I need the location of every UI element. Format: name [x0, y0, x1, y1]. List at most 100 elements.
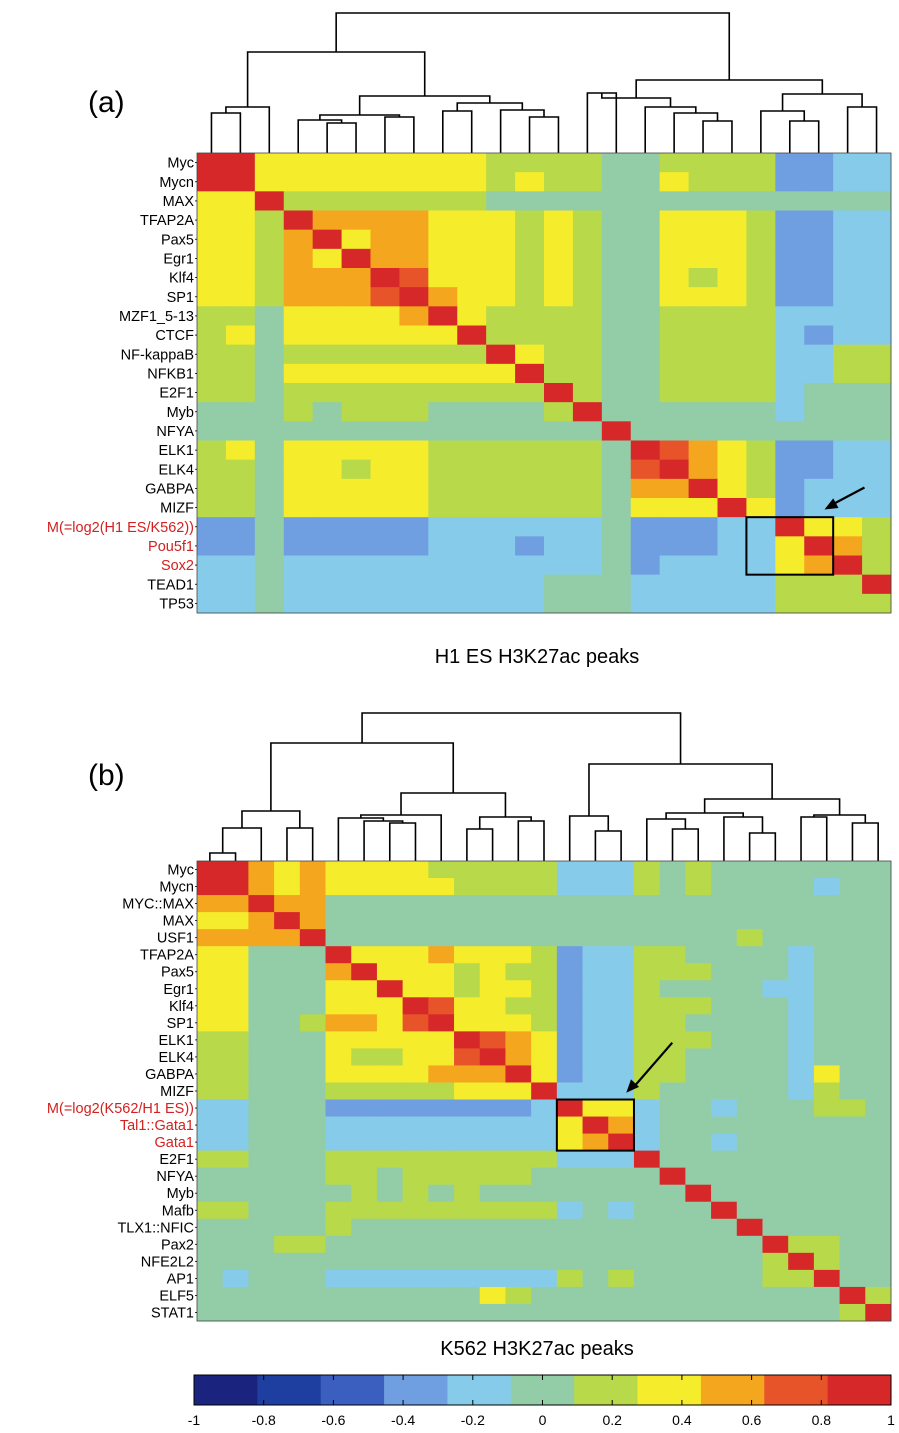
heatmap-cell — [762, 1065, 789, 1083]
heatmap-cell — [556, 1014, 583, 1032]
heatmap-cell — [399, 268, 429, 288]
heatmap-cell — [402, 1269, 429, 1288]
panel-b-caption: K562 H3K27ac peaks — [440, 1338, 633, 1360]
heatmap-cell — [515, 344, 545, 365]
heatmap-cell — [428, 1252, 455, 1271]
heatmap-cell — [717, 306, 747, 326]
heatmap-cell — [862, 172, 892, 192]
heatmap-cell — [254, 478, 285, 499]
heatmap-cell — [556, 963, 583, 981]
heatmap-cell — [582, 1269, 609, 1288]
heatmap-cell — [788, 1167, 815, 1186]
heatmap-cell — [341, 555, 371, 576]
heatmap-cell — [454, 1065, 481, 1083]
heatmap-cell — [813, 946, 840, 964]
heatmap-cell — [865, 1252, 892, 1271]
row-label: Myb — [167, 405, 194, 421]
heatmap-cell — [312, 498, 342, 518]
heatmap-cell — [659, 1167, 686, 1186]
heatmap-cell — [813, 963, 840, 981]
heatmap-cell — [572, 440, 603, 461]
heatmap-cell — [479, 929, 506, 947]
heatmap-cell — [479, 1031, 506, 1049]
heatmap-cell — [582, 1218, 609, 1237]
heatmap-cell — [659, 929, 686, 947]
heatmap-cell — [197, 1218, 224, 1237]
heatmap-cell — [804, 498, 834, 518]
heatmap-cell — [197, 383, 227, 403]
row-label: STAT1 — [151, 1305, 194, 1321]
heatmap-cell — [711, 1184, 738, 1203]
heatmap-cell — [688, 229, 718, 250]
heatmap-cell — [248, 1031, 275, 1049]
heatmap-cell — [274, 1065, 301, 1083]
heatmap-cell — [515, 574, 545, 595]
heatmap-cell — [197, 210, 227, 231]
heatmap-cell — [746, 191, 776, 211]
heatmap-cell — [630, 536, 661, 556]
heatmap-cell — [248, 1201, 275, 1220]
dendrogram-link — [384, 116, 415, 153]
heatmap-cell — [428, 1082, 455, 1100]
heatmap-cell — [428, 1201, 455, 1220]
heatmap-cell — [659, 1082, 686, 1100]
heatmap-cell — [862, 248, 892, 269]
heatmap-cell — [515, 306, 545, 326]
heatmap-cell — [222, 1133, 249, 1152]
arrow-head — [626, 1079, 640, 1093]
heatmap-cell — [804, 325, 834, 346]
heatmap-cell — [865, 1218, 892, 1237]
heatmap-cell — [582, 946, 609, 964]
heatmap-cell — [515, 153, 545, 173]
heatmap-cell — [531, 895, 558, 913]
heatmap-cell — [351, 1065, 378, 1083]
heatmap-cell — [762, 1269, 789, 1288]
heatmap-cell — [804, 191, 834, 211]
heatmap-cell — [457, 517, 487, 537]
heatmap-cell — [197, 1048, 224, 1066]
heatmap-cell — [633, 1269, 661, 1288]
heatmap-cell — [479, 1065, 506, 1083]
heatmap-cell — [659, 593, 689, 614]
heatmap-cell — [341, 402, 371, 422]
heatmap-cell — [862, 421, 892, 441]
heatmap-cell — [688, 421, 718, 441]
heatmap-cell — [248, 1303, 275, 1322]
heatmap-cell — [685, 1184, 712, 1203]
heatmap-cell — [341, 325, 371, 346]
heatmap-cell — [274, 1252, 301, 1271]
heatmap-cell — [399, 402, 429, 422]
heatmap-cell — [556, 1286, 583, 1305]
heatmap-cell — [804, 153, 834, 173]
heatmap-cell — [341, 478, 371, 499]
heatmap-cell — [351, 1303, 378, 1322]
row-label: MAX — [163, 194, 195, 210]
heatmap-cell — [544, 383, 574, 403]
heatmap-cell — [197, 1201, 224, 1220]
panel-a-row-labels: Myc Mycn MAX TFAP2A Pax5 Egr1 Klf4 SP1 MZF1_5-13… — [47, 156, 197, 612]
heatmap-cell — [283, 268, 314, 288]
heatmap-cell — [454, 1235, 481, 1254]
heatmap-cell — [813, 1116, 840, 1134]
heatmap-cell — [325, 1133, 352, 1152]
heatmap-cell — [457, 191, 487, 211]
heatmap-cell — [376, 1116, 404, 1134]
heatmap-cell — [839, 912, 866, 930]
heatmap-cell — [865, 1269, 892, 1288]
heatmap-cell — [711, 1201, 738, 1220]
heatmap-cell — [341, 344, 371, 365]
heatmap-cell — [312, 383, 342, 403]
heatmap-cell — [351, 1150, 378, 1169]
heatmap-cell — [839, 1133, 866, 1152]
dendrogram-link — [723, 816, 764, 861]
heatmap-cell — [376, 1082, 404, 1100]
heatmap-cell — [717, 440, 747, 461]
heatmap-cell — [325, 1116, 352, 1134]
heatmap-cell — [788, 1133, 815, 1152]
heatmap-cell — [630, 574, 661, 595]
heatmap-cell — [833, 344, 863, 365]
heatmap-cell — [788, 1116, 815, 1134]
heatmap-cell — [515, 421, 545, 441]
heatmap-cell — [299, 1031, 326, 1049]
heatmap-cell — [659, 912, 686, 930]
